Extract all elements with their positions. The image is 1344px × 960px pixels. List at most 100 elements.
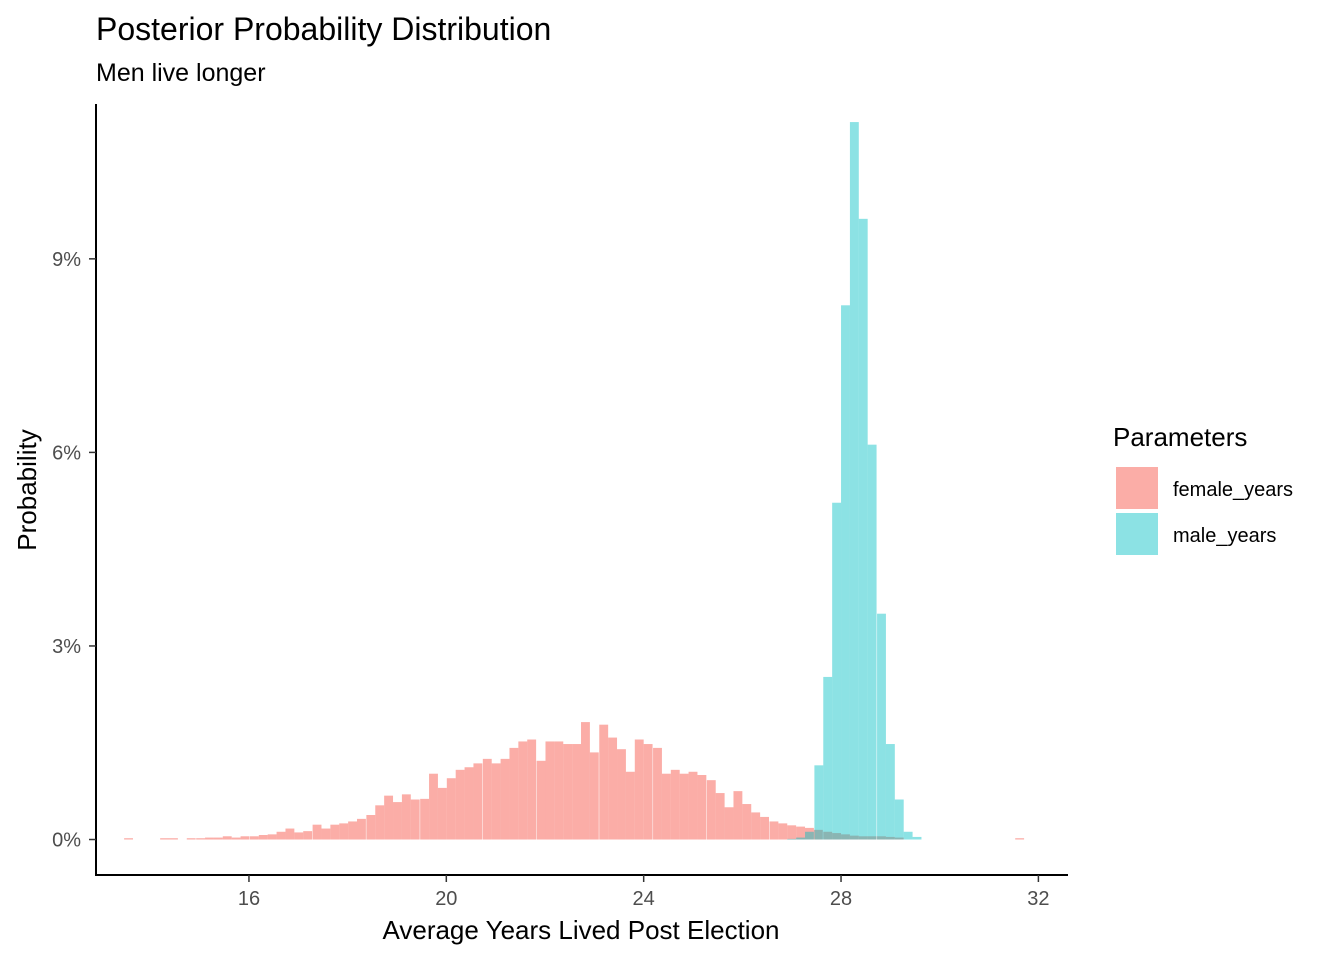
bar-female-years-5 — [205, 837, 214, 840]
bar-female-years-83 — [1015, 838, 1025, 840]
legend-key-female-years — [1116, 467, 1158, 509]
bar-female-years-40 — [518, 741, 528, 840]
bar-female-years-3 — [186, 838, 196, 840]
bar-female-years-48 — [589, 752, 599, 840]
x-tick-label: 16 — [238, 888, 260, 910]
bar-male-years-10 — [877, 613, 886, 840]
bar-female-years-37 — [491, 763, 501, 840]
bar-male-years-12 — [894, 799, 904, 840]
legend-title: Parameters — [1113, 422, 1247, 452]
bar-female-years-1 — [160, 838, 170, 840]
bar-female-years-82 — [894, 837, 904, 840]
bar-female-years-12 — [267, 834, 277, 840]
bar-female-years-59 — [688, 771, 698, 840]
bar-female-years-79 — [867, 836, 877, 840]
bar-female-years-35 — [473, 763, 483, 840]
x-tick-label: 24 — [633, 888, 655, 910]
bar-male-years-5 — [832, 502, 842, 840]
bar-male-years-1 — [796, 837, 806, 840]
bar-female-years-46 — [572, 744, 582, 840]
bar-female-years-6 — [213, 837, 223, 840]
bar-female-years-17 — [312, 824, 322, 840]
legend-key-male-years — [1116, 513, 1158, 555]
bar-male-years-4 — [823, 676, 833, 840]
bar-female-years-10 — [249, 836, 259, 840]
chart-subtitle: Men live longer — [96, 59, 266, 87]
bar-female-years-58 — [679, 773, 689, 840]
bar-female-years-71 — [796, 826, 806, 840]
bar-female-years-43 — [545, 741, 555, 840]
x-tick-label: 32 — [1027, 888, 1049, 910]
bar-female-years-39 — [509, 747, 519, 840]
bar-female-years-31 — [437, 787, 447, 840]
bar-female-years-78 — [858, 836, 868, 840]
y-tick-label: 0% — [52, 830, 81, 852]
bar-female-years-32 — [446, 778, 456, 840]
bar-male-years-14 — [912, 836, 922, 840]
bar-female-years-14 — [285, 828, 295, 840]
bar-female-years-44 — [554, 741, 564, 840]
bar-female-years-26 — [393, 802, 402, 840]
bar-female-years-16 — [303, 831, 313, 840]
bar-male-years-2 — [805, 831, 814, 840]
bar-female-years-45 — [563, 744, 573, 840]
bar-female-years-34 — [464, 767, 474, 840]
bar-female-years-4 — [196, 838, 206, 840]
bar-female-years-53 — [634, 739, 644, 840]
bar-male-years-11 — [885, 744, 895, 840]
bar-female-years-36 — [482, 758, 492, 840]
bar-female-years-9 — [240, 836, 250, 840]
bar-female-years-27 — [401, 794, 411, 840]
bar-female-years-64 — [733, 791, 743, 840]
bar-female-years-72 — [805, 827, 814, 840]
bar-male-years-3 — [814, 765, 824, 840]
bar-female-years-70 — [787, 825, 797, 840]
series-male-years — [787, 122, 922, 840]
bar-female-years-56 — [661, 773, 671, 840]
bar-female-years-42 — [536, 760, 546, 840]
bar-female-years-60 — [697, 775, 707, 840]
legend: Parameters female_years male_years — [1113, 422, 1293, 555]
bar-female-years-49 — [599, 724, 609, 840]
bar-female-years-33 — [455, 769, 465, 840]
bar-female-years-55 — [653, 747, 662, 840]
y-axis-title: Probability — [12, 429, 42, 550]
bar-female-years-63 — [724, 807, 734, 840]
bar-female-years-29 — [420, 798, 430, 840]
bar-female-years-47 — [581, 722, 590, 840]
bar-male-years-8 — [858, 218, 868, 840]
bar-female-years-19 — [330, 824, 340, 840]
bar-female-years-15 — [294, 832, 304, 840]
bar-male-years-6 — [841, 305, 850, 840]
bar-female-years-69 — [778, 823, 788, 840]
bar-female-years-0 — [124, 838, 133, 840]
bar-female-years-54 — [643, 744, 653, 840]
bar-female-years-25 — [384, 795, 394, 840]
bar-female-years-73 — [813, 829, 823, 840]
bar-female-years-13 — [276, 831, 286, 840]
bar-female-years-76 — [841, 834, 850, 840]
bar-female-years-38 — [500, 758, 510, 840]
x-axis-ticks: 16 20 24 28 32 — [238, 875, 1050, 910]
bar-female-years-62 — [715, 793, 725, 840]
bar-female-years-77 — [849, 835, 859, 840]
y-tick-label: 6% — [52, 442, 81, 464]
bar-male-years-13 — [903, 831, 913, 840]
bar-female-years-24 — [375, 805, 385, 840]
bar-female-years-23 — [366, 815, 376, 840]
bar-female-years-8 — [231, 837, 241, 840]
bar-female-years-75 — [832, 833, 842, 840]
bar-female-years-11 — [258, 835, 268, 840]
bar-female-years-61 — [706, 780, 716, 840]
bar-female-years-30 — [429, 773, 438, 840]
bar-female-years-28 — [410, 799, 420, 840]
x-tick-label: 28 — [830, 888, 852, 910]
bar-female-years-2 — [169, 838, 178, 840]
plot-area — [124, 122, 1025, 840]
series-female-years — [124, 722, 1025, 840]
bar-female-years-21 — [348, 821, 358, 840]
bar-female-years-18 — [321, 828, 331, 840]
y-axis-ticks: 0% 3% 6% 9% — [52, 249, 96, 852]
bar-male-years-9 — [867, 444, 877, 840]
